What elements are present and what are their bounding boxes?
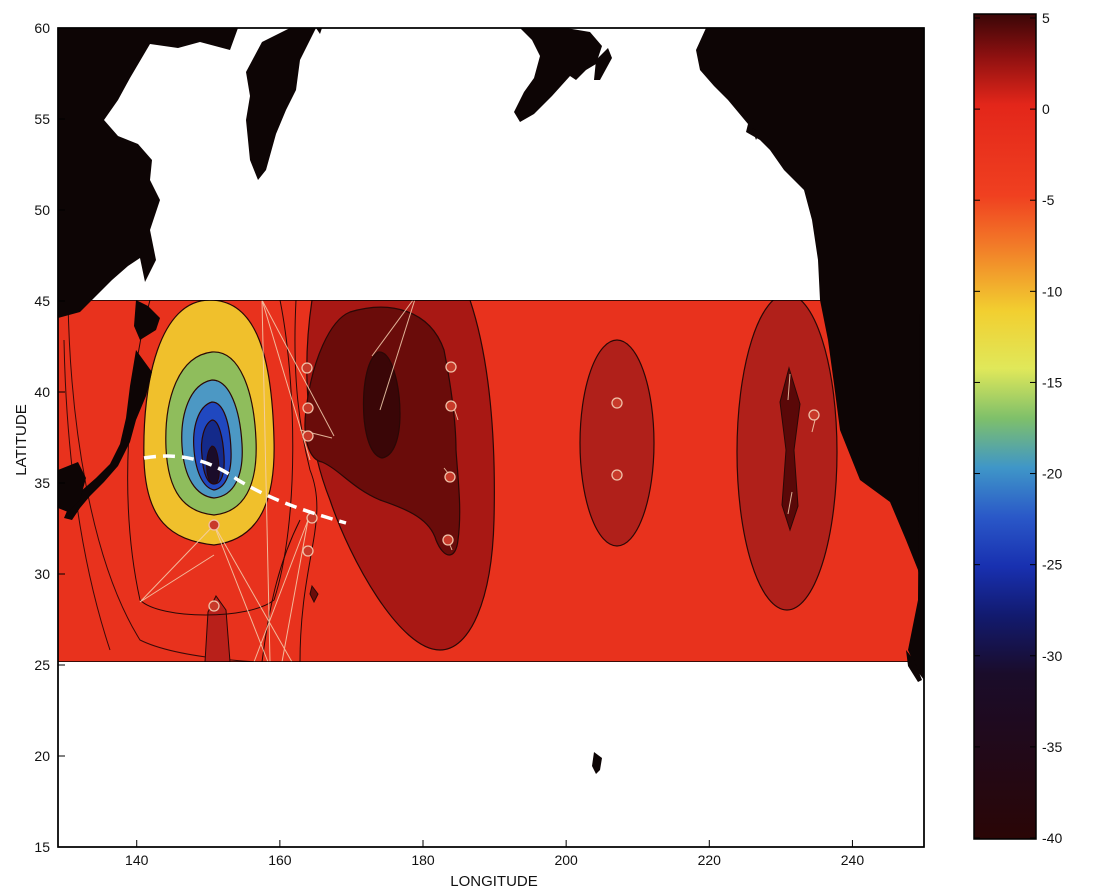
station-marker <box>302 430 314 442</box>
x-tick-label: 140 <box>125 852 149 868</box>
colorbar-tick-label: 5 <box>1042 10 1050 26</box>
land-alaska-coast <box>696 28 922 592</box>
colorbar-tick-label: -5 <box>1042 192 1055 208</box>
land-japan-hokkaido <box>134 300 160 340</box>
station-marker <box>445 400 457 412</box>
colorbar-tick-label: -15 <box>1042 374 1062 390</box>
plot-frame-outline <box>57 27 925 848</box>
colorbar: 5 0 -5 -10 -15 -20 -25 -30 -35 -40 <box>973 10 1062 846</box>
land-sakhalin <box>246 28 316 180</box>
x-axis: 140 160 180 200 220 240 <box>125 840 864 868</box>
land-east-islands <box>752 128 760 140</box>
y-axis: 60 55 50 45 40 35 30 25 20 15 <box>34 20 65 855</box>
white-dashed-front <box>143 454 347 525</box>
contour-small-1 <box>309 584 319 604</box>
y-tick-label: 55 <box>34 111 50 127</box>
x-tick-label: 240 <box>841 852 865 868</box>
contour-line-jet-2 <box>261 519 301 662</box>
contour-darker-east-2 <box>779 366 801 532</box>
station-marker <box>611 397 623 409</box>
land-north-america-west <box>908 28 924 680</box>
land-korea <box>58 462 86 512</box>
station-marker <box>302 402 314 414</box>
colorbar-tick-label: -30 <box>1042 648 1062 664</box>
observation-stations <box>208 361 820 612</box>
y-tick-label: 25 <box>34 657 50 673</box>
contour-dark-lobe-east-1 <box>579 339 655 547</box>
land-kuril-fragment <box>316 28 322 34</box>
land-kamchatka <box>514 28 602 122</box>
contour-field <box>58 300 922 662</box>
land-asia-north <box>58 28 238 318</box>
contour-dark-lobe-south <box>204 595 231 662</box>
land-kamchatka-tip <box>594 48 612 80</box>
y-tick-label: 30 <box>34 566 50 582</box>
y-tick-label: 40 <box>34 384 50 400</box>
x-tick-label: 160 <box>268 852 292 868</box>
colorbar-ticks: 5 0 -5 -10 -15 -20 -25 -30 -35 -40 <box>974 10 1062 846</box>
x-tick-label: 180 <box>411 852 435 868</box>
y-axis-title: LATITUDE <box>13 404 30 475</box>
colorbar-tick-label: 0 <box>1042 101 1050 117</box>
station-marker <box>442 534 454 546</box>
y-tick-label: 15 <box>34 839 50 855</box>
track-lines <box>139 300 817 662</box>
colorbar-gradient <box>973 13 1037 840</box>
x-tick-label: 200 <box>554 852 578 868</box>
land-japan-honshu <box>64 350 152 520</box>
station-marker <box>301 362 313 374</box>
y-tick-label: 45 <box>34 293 50 309</box>
y-tick-label: 60 <box>34 20 50 36</box>
land-mask <box>58 28 924 774</box>
colorbar-tick-label: -40 <box>1042 830 1062 846</box>
y-tick-label: 20 <box>34 748 50 764</box>
station-marker <box>445 361 457 373</box>
colorbar-tick-label: -25 <box>1042 557 1062 573</box>
land-baja-tip <box>906 650 922 682</box>
station-marker <box>611 469 623 481</box>
x-axis-title: LONGITUDE <box>450 873 538 890</box>
x-tick-label: 220 <box>698 852 722 868</box>
contour-line-jet-3 <box>294 300 318 662</box>
colorbar-tick-label: -35 <box>1042 739 1062 755</box>
colorbar-tick-label: -20 <box>1042 466 1062 482</box>
y-tick-label: 35 <box>34 475 50 491</box>
station-marker <box>208 519 220 531</box>
station-marker <box>208 600 220 612</box>
station-marker <box>302 545 314 557</box>
y-tick-label: 50 <box>34 202 50 218</box>
colorbar-tick-label: -10 <box>1042 283 1062 299</box>
station-marker <box>808 409 820 421</box>
land-hawaii <box>592 752 602 774</box>
station-marker <box>444 471 456 483</box>
